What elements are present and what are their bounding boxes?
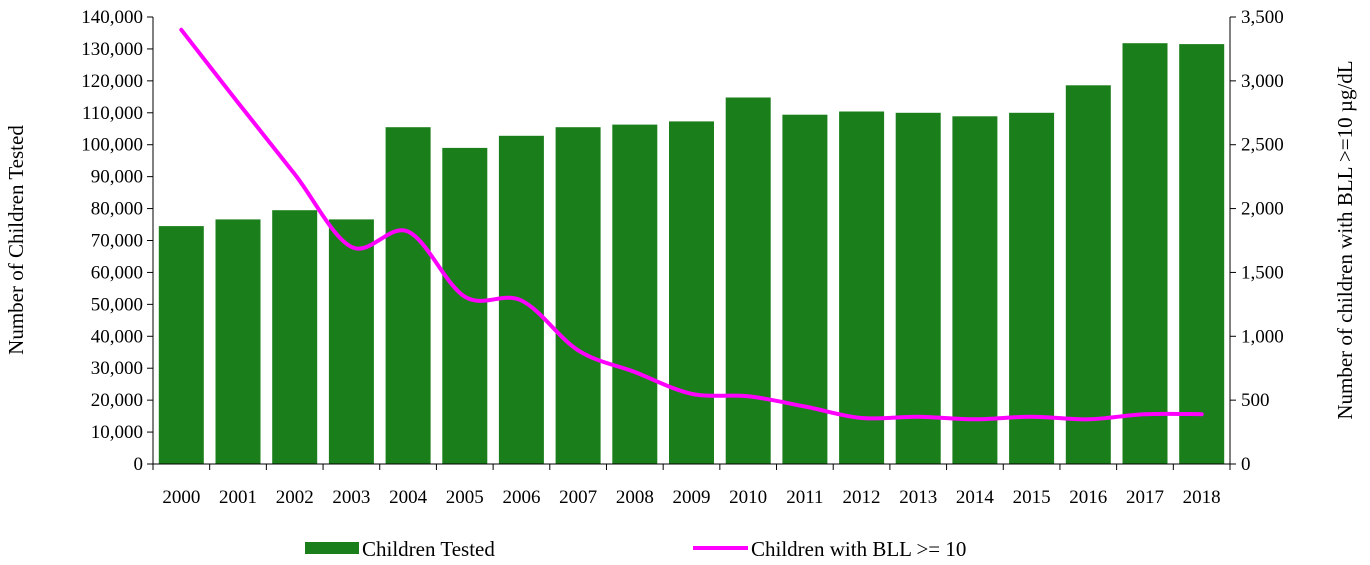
left-tick-label: 130,000	[81, 39, 143, 60]
bar-2005	[442, 147, 488, 464]
bar-2012	[839, 111, 885, 464]
left-tick-label: 20,000	[91, 390, 143, 411]
left-tick-label: 30,000	[91, 358, 143, 379]
left-tick-label: 80,000	[91, 199, 143, 220]
bar-2002	[272, 210, 318, 464]
axes	[147, 16, 1236, 470]
x-tick-label: 2001	[219, 487, 257, 508]
right-tick-label: 3,000	[1241, 71, 1284, 92]
x-tick-label: 2005	[446, 487, 484, 508]
right-tick-label: 1,500	[1241, 262, 1284, 283]
x-tick-label: 2013	[899, 487, 937, 508]
left-axis-title: Number of Children Tested	[4, 125, 28, 355]
x-tick-label: 2003	[332, 487, 370, 508]
bar-2010	[725, 97, 771, 464]
x-tick-label: 2008	[616, 487, 654, 508]
left-tick-label: 10,000	[91, 422, 143, 443]
right-axis-title: Number of children with BLL >=10 µg/dL	[1333, 60, 1357, 419]
left-axis-tick-labels: 0 10,000 20,000 30,000 40,000 50,000 60,000 70,…	[81, 7, 143, 475]
left-tick-label: 50,000	[91, 294, 143, 315]
bar-2000	[158, 226, 204, 464]
left-tick-label: 140,000	[81, 7, 143, 28]
right-tick-label: 2,000	[1241, 199, 1284, 220]
left-tick-label: 0	[134, 454, 144, 475]
left-tick-label: 40,000	[91, 326, 143, 347]
x-tick-label: 2004	[389, 487, 428, 508]
x-tick-label: 2015	[1013, 487, 1051, 508]
bar-2001	[215, 219, 261, 464]
bar-2013	[895, 112, 941, 465]
line-bll-path	[179, 27, 1204, 422]
x-tick-label: 2006	[502, 487, 540, 508]
left-tick-label: 70,000	[91, 231, 143, 252]
left-tick-label: 60,000	[91, 262, 143, 283]
bar-2007	[555, 127, 601, 464]
right-axis-tick-labels: 0 500 1,000 1,500 2,000 2,500 3,000 3,500	[1241, 7, 1284, 475]
left-tick-label: 90,000	[91, 167, 143, 188]
right-tick-label: 3,500	[1241, 7, 1284, 28]
bar-2018	[1179, 44, 1225, 464]
x-tick-label: 2007	[559, 487, 597, 508]
left-tick-label: 110,000	[82, 103, 143, 124]
right-tick-label: 2,500	[1241, 135, 1284, 156]
line-series-bll	[179, 27, 1204, 422]
x-tick-label: 2012	[843, 487, 881, 508]
bar-2015	[1009, 112, 1055, 465]
legend-swatch-children-tested	[305, 542, 359, 554]
x-tick-label: 2017	[1126, 487, 1164, 508]
x-tick-label: 2018	[1183, 487, 1221, 508]
bar-2004	[385, 127, 431, 464]
right-tick-label: 0	[1241, 454, 1251, 475]
x-tick-label: 2000	[162, 487, 200, 508]
legend-label-children-tested: Children Tested	[362, 537, 495, 561]
right-tick-label: 1,000	[1241, 326, 1284, 347]
x-tick-label: 2016	[1069, 487, 1107, 508]
bar-2008	[612, 124, 658, 464]
legend: Children Tested Children with BLL >= 10	[305, 537, 966, 561]
x-tick-label: 2010	[729, 487, 767, 508]
x-tick-label: 2011	[786, 487, 823, 508]
bar-2017	[1122, 43, 1168, 464]
x-tick-label: 2009	[673, 487, 711, 508]
bar-2003	[328, 219, 374, 464]
x-axis-tick-labels: 2000 2001 2002 2003 2004 2005 2006 2007 2008 2009…	[162, 487, 1220, 508]
x-tick-label: 2014	[956, 487, 995, 508]
x-tick-label: 2002	[276, 487, 314, 508]
left-tick-label: 120,000	[81, 71, 143, 92]
legend-label-bll: Children with BLL >= 10	[751, 537, 966, 561]
bar-series-children-tested	[158, 43, 1225, 465]
bar-2014	[952, 116, 998, 465]
bar-2016	[1065, 85, 1111, 465]
right-tick-label: 500	[1241, 390, 1270, 411]
bar-2009	[669, 121, 714, 465]
left-tick-label: 100,000	[81, 135, 143, 156]
